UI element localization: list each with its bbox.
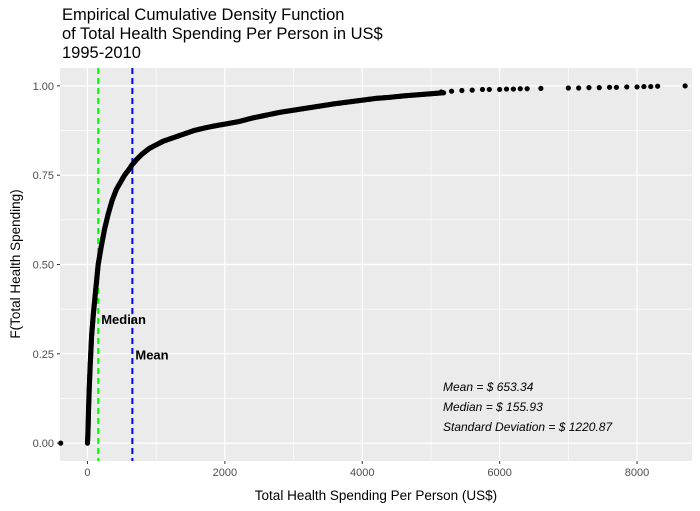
x-tick-label: 4000 [350, 467, 374, 479]
ecdf-point [634, 84, 640, 90]
ecdf-point [503, 86, 510, 92]
ecdf-point [576, 85, 582, 91]
major-grid [60, 68, 692, 461]
y-tick-label: 0.25 [33, 349, 54, 361]
minor-grid [60, 68, 692, 461]
title-line-2: of Total Health Spending Per Person in U… [62, 25, 383, 43]
ecdf-point [438, 89, 444, 95]
y-tick-label: 0.00 [33, 438, 54, 450]
ecdf-point [486, 86, 492, 93]
ecdf-point [448, 88, 455, 94]
ecdf-point [538, 85, 544, 91]
y-tick-label: 0.50 [33, 260, 54, 272]
ecdf-point [682, 83, 688, 89]
x-axis-label: Total Health Spending Per Person (US$) [255, 488, 497, 503]
title-line-1: Empirical Cumulative Density Function [62, 6, 345, 24]
ecdf-point [648, 83, 654, 90]
ecdf-point [586, 85, 592, 91]
ecdf-point [641, 83, 647, 90]
y-tick-label: 0.75 [33, 170, 54, 182]
ecdf-point [517, 86, 523, 92]
stats-sd: Standard Deviation = $ 1220.87 [443, 420, 613, 434]
ecdf-point [596, 85, 602, 91]
x-tick-label: 2000 [213, 467, 237, 479]
x-tick-label: 8000 [625, 467, 649, 479]
ecdf-point [459, 87, 465, 94]
ecdf-point [524, 86, 530, 92]
title-line-3: 1995-2010 [62, 44, 141, 62]
reference-lines [97, 68, 134, 461]
x-tick-label: 6000 [487, 467, 511, 479]
stats-mean: Mean = $ 653.34 [443, 380, 534, 394]
y-axis-ticks: 0.00 0.25 0.50 0.75 1.00 [33, 81, 60, 450]
ecdf-point [613, 84, 620, 90]
ecdf-point [497, 86, 503, 93]
y-tick-label: 1.00 [33, 81, 54, 93]
ecdf-point [469, 87, 475, 93]
ecdf-point [479, 86, 486, 93]
ecdf-point [510, 86, 516, 92]
x-tick-label: 0 [84, 467, 90, 479]
y-axis-label: F(Total Health Spending) [8, 189, 23, 338]
ecdf-points [58, 83, 688, 446]
ecdf-point [624, 84, 630, 90]
ecdf-point [655, 83, 661, 89]
x-axis-ticks: 0 2000 4000 6000 8000 [84, 461, 649, 479]
stats-median: Median = $ 155.93 [443, 400, 543, 414]
reference-line-labels: Median Mean [101, 312, 168, 363]
ecdf-point [606, 84, 613, 90]
stats-annotation: Mean = $ 653.34 Median = $ 155.93 Standa… [443, 380, 613, 434]
mean-label: Mean [135, 348, 168, 363]
median-label: Median [101, 312, 146, 327]
ecdf-point [58, 440, 64, 446]
chart-title: Empirical Cumulative Density Function of… [62, 6, 383, 63]
ecdf-point [565, 85, 571, 91]
